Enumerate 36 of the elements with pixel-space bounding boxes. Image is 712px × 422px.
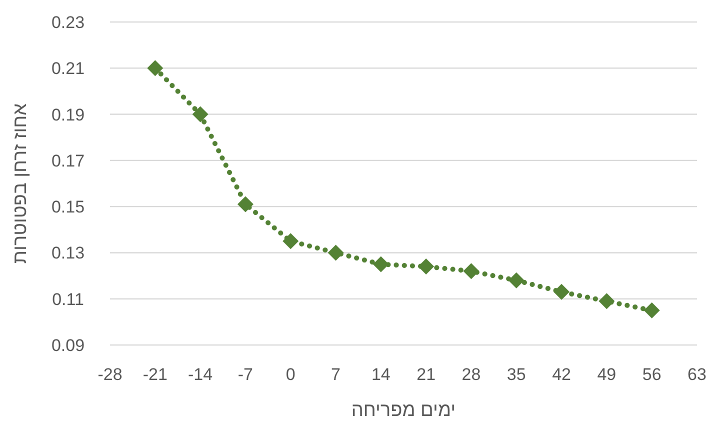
y-tick-label: 0.15	[51, 198, 85, 217]
y-tick-label: 0.21	[51, 59, 85, 78]
x-tick-label: 0	[286, 365, 296, 384]
y-tick-label: 0.17	[51, 151, 85, 170]
point	[237, 196, 254, 212]
point	[147, 60, 164, 76]
point	[554, 284, 570, 300]
x-tick-label: -28	[98, 365, 122, 384]
x-tick-label: -7	[238, 365, 254, 384]
x-tick-label: -21	[142, 365, 168, 384]
point	[192, 106, 208, 122]
y-tick-label: 0.13	[51, 244, 85, 263]
y-axis-title: אחוז זרחן בפטוטרות	[10, 103, 31, 264]
x-tick-label: 56	[642, 365, 662, 384]
x-tick-label: 7	[331, 365, 341, 384]
point	[644, 302, 660, 318]
y-tick-label: 0.09	[51, 336, 85, 355]
point	[328, 244, 344, 261]
point	[598, 293, 615, 310]
point	[282, 233, 299, 250]
x-tick-label: 49	[597, 365, 616, 384]
x-tick-label: 42	[552, 365, 571, 384]
point	[463, 263, 480, 280]
x-tick-label: 14	[371, 365, 390, 384]
y-tick-label: 0.11	[52, 290, 84, 309]
x-tick-label: -14	[188, 365, 213, 384]
point	[508, 272, 524, 288]
y-tick-label: 0.23	[51, 13, 85, 32]
x-axis-title: ימים מפריחה	[351, 400, 456, 421]
point	[418, 258, 434, 275]
x-tick-label: 63	[688, 365, 706, 384]
x-tick-label: 21	[416, 365, 436, 384]
y-tick-label: 0.19	[51, 105, 85, 124]
x-tick-label: 35	[506, 365, 526, 384]
point	[372, 256, 389, 272]
x-tick-label: 28	[462, 365, 481, 384]
